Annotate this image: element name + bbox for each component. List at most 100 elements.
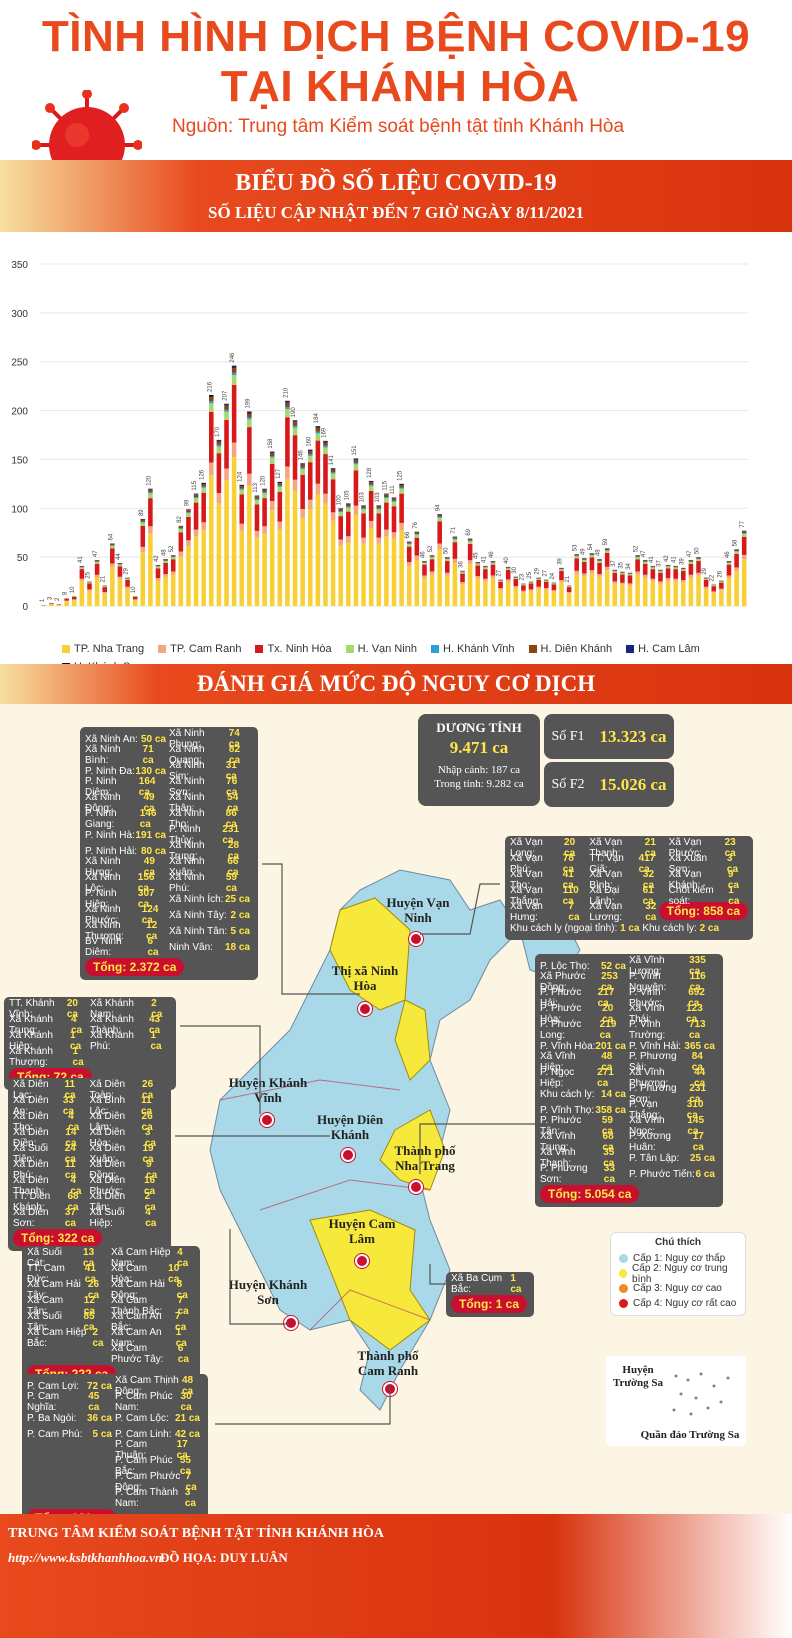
commune-name: P. Ninh Diêm: [85,776,117,798]
district-row: P. Ba Ngòi: 36 ca P. Cam Lộc: 21 ca [27,1410,203,1426]
bar-segment [521,592,526,606]
commune-name: TT. Vạn Giã: [589,853,624,875]
bar-segment [604,548,610,551]
commune-cases: 201 ca [595,1040,626,1052]
bar-segment [513,587,519,606]
commune-cases: 130 ca [135,765,166,777]
bar-segment [315,431,321,434]
commune-cases: 68 ca [67,1191,79,1213]
chart-section: 0 50 100 150 200 250 300 350 1 3 2 8 10 41 25 47 21 64 44 2… [0,232,792,673]
bar-segment [262,533,267,606]
bar-segment [71,599,77,600]
bar-segment [148,489,153,490]
bar-segment [186,546,191,606]
commune-name: Xã Ninh Sơn: [169,776,205,798]
district-row: Xã Vĩnh Hiệp: 48 ca P. Phương Sài: 84 ca [540,1051,718,1073]
bar-segment [361,505,366,507]
commune-cases: 85 ca [83,1311,95,1333]
commune-name: Xã Cam Hiệp Nam: [111,1247,171,1269]
commune-name: P. Cam Phúc Nam: [115,1391,173,1413]
commune-name: Xã Ninh Quang: [169,744,205,766]
commune-cases: 3 ca [726,853,739,875]
bar-total-label: 21 [101,575,107,582]
bar-segment [741,536,747,555]
bar-segment [56,604,62,606]
bar-segment [41,605,47,606]
commune-name: P. Phước Hòa: [540,1003,582,1025]
commune-name: Xã Ninh Thọ: [169,808,205,830]
bar-segment [110,545,115,546]
bar-segment [566,593,572,606]
bar-segment [741,531,747,534]
positive-value: 9.471 ca [449,738,509,757]
bar-segment [300,508,305,518]
bar-segment [277,521,283,530]
bar-segment [277,482,283,484]
bar-segment [201,483,206,485]
bar-total-label: 48 [162,549,168,556]
local-cases: Trong tỉnh: 9.282 ca [434,778,524,790]
bar-segment [589,557,595,571]
bar-segment [292,420,298,422]
bar-segment [361,506,366,509]
bar-segment [132,599,138,606]
commune-name: P. Cam Phú: [27,1428,83,1440]
f1-value: 13.323 ca [599,726,667,746]
commune-name: P. Phương Sài: [629,1051,677,1073]
bar-total-label: 10 [70,586,76,593]
bar-segment [216,446,222,454]
bar-segment [498,580,503,582]
bar-segment [201,482,206,484]
bar-segment [445,572,450,576]
bar-segment [323,441,328,443]
district-row: P. Ngọc Hiệp: 271 ca Xã Vĩnh Phương: 44 ca [540,1067,718,1089]
bar-segment [597,574,602,577]
commune-cases: 2 ca [230,909,250,921]
commune-name: P. Lộc Thọ: [540,960,590,972]
district-row: Xã Ninh Phước: 124 ca Xã Ninh Tây: 2 ca [85,904,253,926]
commune-cases: 307 ca [137,888,155,910]
bar-total-label: 23 [519,573,525,580]
bar-total-label: 39 [679,558,685,565]
bar-segment [239,523,245,531]
bar-segment [582,560,587,562]
commune-name: Xã Diên Phú: [13,1159,49,1181]
label-khanh-son: Huyện Khánh Sơn [228,1277,308,1307]
bar-segment [110,548,115,564]
bar-segment [627,575,633,584]
bar-segment [498,581,503,589]
bar-segment [681,582,686,606]
commune-name: Xã Cam Thành Bắc: [111,1295,163,1317]
label-dien-khanh: Huyện Diên Khánh [316,1112,384,1142]
bar-segment [201,529,206,606]
commune-name: TT. Cam Đức: [27,1263,65,1285]
bar-total-label: 49 [580,548,586,555]
commune-cases: 9 ca [146,1159,158,1181]
district-row: Xã Vạn Hưng: 7 ca Xã Vạn Lương: 32 ca [510,901,748,923]
bar-segment [201,492,206,523]
legend-label: H. Vạn Ninh [357,643,417,655]
commune-cases: 28 ca [227,840,240,862]
district-row: P. Ninh Hiệp: 307 ca Xã Ninh Ích: 25 ca [85,888,253,910]
commune-name: Xã Ninh Xuân: [169,856,205,878]
bar-segment [650,569,656,579]
bar-segment [475,576,481,579]
bar-total-label: 41 [672,556,678,563]
commune-name: Xã Cam Hòa: [111,1263,148,1285]
district-row: Xã Ninh An: 50 ca Xã Ninh Phụng: 74 ca [85,728,253,750]
bar-segment [467,541,473,544]
bar-segment [94,577,100,606]
commune-name: Xã Đại Lãnh: [589,885,620,907]
footer-url[interactable]: http://www.ksbtkhanhhoa.vn [8,1550,163,1565]
bar-segment [155,580,161,606]
bar-segment [346,503,351,504]
bar-segment [353,470,359,506]
commune-cases: 84 ca [691,1051,703,1073]
bar-segment [94,574,100,578]
commune-name: Xã Ninh Tân: [169,925,228,937]
commune-cases: 6 ca [177,1343,189,1365]
commune-name: Xã Cam An Bắc: [111,1311,162,1333]
commune-name: Xã Ninh Bình: [85,744,121,766]
commune-name: Xã Cam Phước Tây: [111,1343,164,1365]
bar-segment [726,564,732,576]
